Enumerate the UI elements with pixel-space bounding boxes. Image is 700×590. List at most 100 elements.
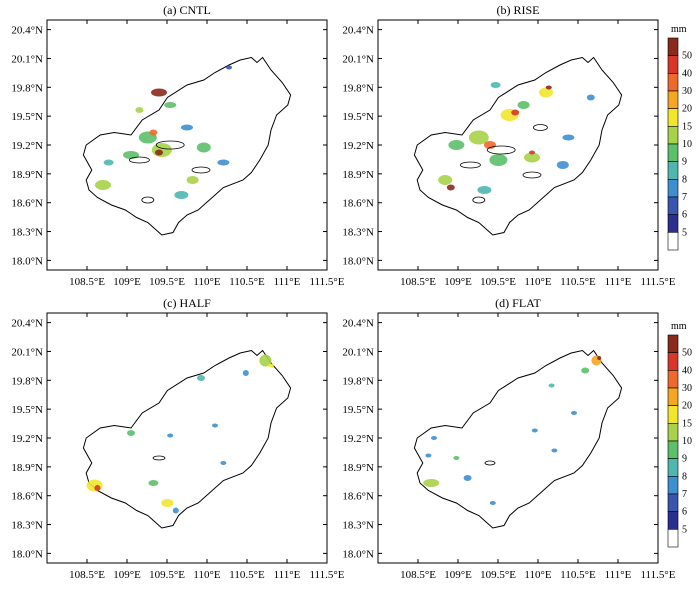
colorbar-label: 9: [682, 454, 687, 465]
colorbar-label: 40: [682, 68, 692, 79]
precip-patch: [531, 428, 538, 433]
colorbar-label: 5: [682, 227, 687, 238]
colorbar-swatch: [667, 73, 679, 92]
y-tick-label: 19.2°N: [11, 433, 43, 445]
precip-patch: [181, 124, 193, 131]
y-tick-label: 20.4°N: [11, 318, 43, 330]
precip-patch: [551, 448, 558, 453]
colorbar-label: 40: [682, 365, 692, 376]
y-tick-label: 19.8°N: [11, 82, 43, 94]
terrain-contour: [128, 156, 150, 164]
y-tick-label: 18.6°N: [342, 198, 374, 210]
precip-patch: [511, 109, 520, 116]
y-tick-label: 20.4°N: [342, 318, 374, 330]
y-tick-label: 20.1°N: [342, 53, 374, 65]
colorbar-swatch: [667, 143, 679, 162]
precip-patch: [174, 191, 189, 199]
panel-title: (b) RISE: [497, 3, 540, 17]
precip-patch: [95, 180, 111, 190]
precip-patch: [94, 485, 101, 491]
colorbar-swatch: [667, 108, 679, 127]
plot-frame: [377, 312, 659, 564]
precip-patch: [103, 159, 114, 166]
y-tick-label: 18.3°N: [342, 227, 374, 239]
x-tick-label: 109.5°E: [149, 276, 185, 288]
y-tick-label: 18.6°N: [11, 198, 43, 210]
panel-title: (c) HALF: [163, 296, 211, 310]
colorbar-swatch: [667, 458, 679, 477]
map-panel-4: (d) FLAT 108.5°E 109°E 109.5°E 110°E 110.5°E 1…: [342, 296, 675, 581]
colorbar-swatch: [667, 511, 679, 530]
colorbar-swatch: [667, 423, 679, 442]
precip-patch: [477, 186, 492, 194]
precip-patch: [539, 87, 553, 98]
precip-patch: [524, 152, 540, 163]
colorbar-label: 7: [682, 489, 687, 500]
x-tick-label: 111°E: [605, 276, 632, 288]
precip-patch: [517, 101, 530, 109]
precip-patch: [186, 176, 199, 184]
colorbar-label: 50: [682, 51, 692, 62]
precip-patch: [172, 507, 179, 514]
plot-frame: [377, 19, 659, 271]
precip-patch: [463, 475, 472, 481]
x-tick-label: 110.5°E: [229, 569, 265, 581]
colorbar-swatch: [667, 440, 679, 459]
y-tick-label: 20.4°N: [11, 25, 43, 37]
x-tick-label: 111°E: [274, 569, 301, 581]
precip-patch: [423, 479, 440, 487]
precip-patch: [490, 82, 501, 88]
y-tick-label: 19.8°N: [342, 82, 374, 94]
y-tick-label: 18.9°N: [342, 462, 374, 474]
precip-patch: [86, 479, 103, 492]
terrain-contour: [533, 124, 548, 131]
precip-patch: [151, 143, 172, 157]
island-coastline: [413, 349, 623, 529]
colorbar-swatch: [667, 179, 679, 198]
y-tick-label: 18.9°N: [11, 169, 43, 181]
x-tick-label: 111.5°E: [309, 569, 344, 581]
colorbar-label: 20: [682, 104, 692, 115]
colorbar-swatch: [667, 232, 679, 251]
precip-patch: [226, 65, 232, 70]
colorbar-label: 9: [682, 157, 687, 168]
y-tick-label: 20.1°N: [11, 53, 43, 65]
colorbar-swatch: [667, 196, 679, 215]
colorbar-swatch: [667, 55, 679, 74]
y-tick-label: 18.3°N: [11, 227, 43, 239]
colorbar: 50 40 30 20 15 10 9 8 7 6 5 mm: [667, 24, 692, 251]
colorbar-swatch: [667, 161, 679, 180]
colorbar-swatch: [667, 493, 679, 512]
precip-patch: [164, 102, 177, 108]
precip-patch: [571, 411, 577, 415]
colorbar-label: 8: [682, 471, 687, 482]
panel-title: (a) CNTL: [163, 3, 211, 17]
precip-patch: [161, 499, 174, 507]
precip-patch: [438, 175, 453, 185]
precip-patch: [135, 107, 144, 113]
y-tick-label: 19.5°N: [11, 404, 43, 416]
colorbar-label: 10: [682, 436, 692, 447]
colorbar-swatch: [667, 334, 679, 353]
x-tick-label: 108.5°E: [400, 569, 436, 581]
precip-patch: [127, 430, 135, 436]
y-tick-label: 20.1°N: [342, 346, 374, 358]
precip-patch: [431, 436, 437, 440]
colorbar-label: 6: [682, 507, 687, 518]
terrain-contour: [141, 196, 155, 204]
precip-patch: [586, 94, 595, 101]
panel-title: (d) FLAT: [495, 296, 541, 310]
precip-patch: [453, 456, 460, 460]
colorbar-label: 30: [682, 383, 692, 394]
precip-patch: [581, 367, 590, 374]
colorbar-swatch: [667, 370, 679, 389]
x-tick-label: 109°E: [444, 569, 472, 581]
island-coastline: [82, 56, 292, 236]
x-tick-label: 110°E: [193, 569, 220, 581]
precip-patch: [489, 501, 496, 505]
precip-patch: [597, 356, 602, 360]
y-tick-label: 20.4°N: [342, 25, 374, 37]
precip-patch: [562, 134, 575, 141]
y-tick-label: 18.0°N: [11, 548, 43, 560]
